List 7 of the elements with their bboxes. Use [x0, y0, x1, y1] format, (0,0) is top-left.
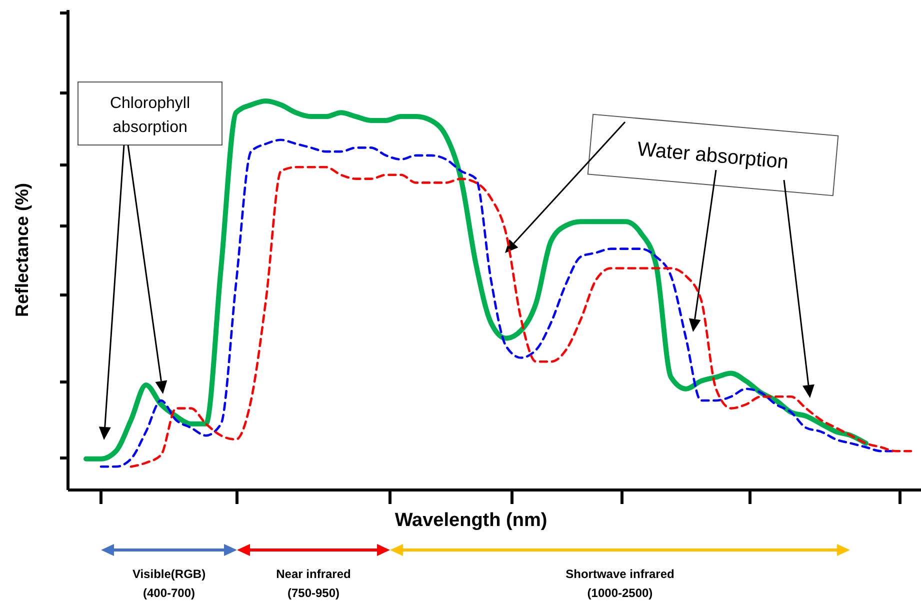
- text: Visible(RGB) (400-700): [132, 567, 206, 600]
- x-axis-title: Wavelength (nm): [394, 510, 548, 531]
- annotation: Chlorophyll absorption: [110, 95, 190, 136]
- text: Shortwave infrared (1000-2500): [566, 567, 674, 600]
- annotation: Water absorption: [636, 138, 790, 174]
- text: Near infrared (750-950): [276, 567, 351, 600]
- y-axis-title: Reflectance (%): [12, 182, 32, 318]
